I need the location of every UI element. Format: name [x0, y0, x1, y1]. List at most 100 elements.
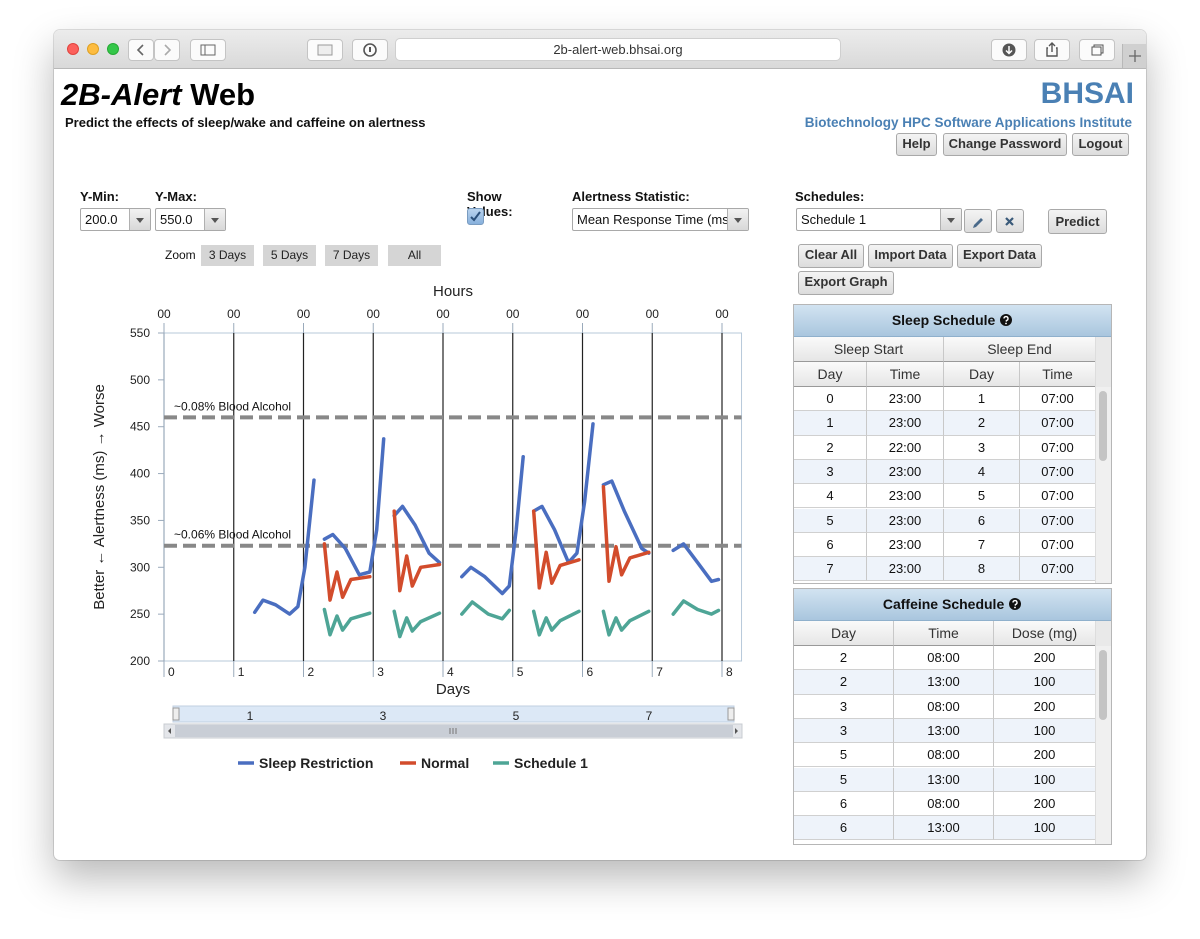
show-values-checkbox[interactable]	[467, 208, 484, 225]
ymin-label: Y-Min:	[80, 189, 119, 204]
header-cell: Time	[894, 621, 994, 646]
table-cell: 07:00	[1020, 387, 1096, 412]
header-cell: Sleep Start	[794, 337, 944, 362]
privacy-icon	[363, 43, 377, 57]
pencil-icon	[973, 218, 983, 228]
navigator-label: 7	[646, 709, 653, 723]
table-cell: 13:00	[894, 718, 994, 744]
table-cell: 200	[994, 694, 1096, 719]
zoom-3-days[interactable]: 3 Days	[201, 245, 254, 266]
statistic-select[interactable]: Mean Response Time (ms	[572, 208, 749, 231]
table-cell: 23:00	[867, 484, 944, 509]
y-tick-label: 250	[130, 607, 150, 621]
x2-tick-label: 00	[576, 307, 590, 321]
ymin-value: 200.0	[85, 212, 118, 227]
x2-tick-label: 00	[227, 307, 241, 321]
clear-all-button[interactable]: Clear All	[798, 244, 864, 268]
zoom-5-days[interactable]: 5 Days	[263, 245, 316, 266]
y-tick-label: 200	[130, 654, 150, 668]
sleep-schedule-header: Sleep Schedule	[794, 305, 1111, 337]
import-data-button[interactable]: Import Data	[868, 244, 953, 268]
ymin-select[interactable]: 200.0	[80, 208, 151, 231]
download-icon	[1002, 43, 1016, 57]
table-cell: 2	[944, 411, 1020, 436]
x-tick-label: 7	[656, 665, 663, 679]
reference-label: ~0.06% Blood Alcohol	[174, 528, 291, 542]
series-line	[322, 484, 651, 602]
header-cell: Sleep End	[944, 337, 1096, 362]
table-cell: 6	[794, 816, 894, 841]
privacy-button[interactable]	[352, 39, 388, 61]
edit-schedule-button[interactable]	[964, 209, 992, 233]
help-button[interactable]: Help	[896, 133, 937, 156]
table-cell: 6	[944, 508, 1020, 533]
caffeine-schedule-title: Caffeine Schedule	[882, 596, 1005, 612]
navigator-handle	[172, 707, 180, 721]
org-name: BHSAI	[1040, 77, 1134, 110]
table-cell: 2	[794, 435, 867, 460]
check-icon	[470, 211, 481, 222]
x-tick-label: 0	[168, 665, 175, 679]
plus-icon	[1129, 50, 1141, 62]
zoom-7-days[interactable]: 7 Days	[325, 245, 378, 266]
y-axis-title: Better ← Alertness (ms) → Worse	[91, 384, 108, 610]
change-password-button[interactable]: Change Password	[943, 133, 1067, 156]
navigator-label: 3	[380, 709, 387, 723]
zoom-all[interactable]: All	[388, 245, 441, 266]
table-cell: 1	[944, 387, 1020, 412]
table-cell: 4	[944, 459, 1020, 485]
scrollbar-thumb	[175, 725, 733, 737]
export-graph-button[interactable]: Export Graph	[798, 271, 894, 295]
table-cell: 6	[794, 532, 867, 558]
predict-button[interactable]: Predict	[1048, 209, 1107, 234]
app-title-rest: Web	[190, 77, 256, 112]
tabs-button[interactable]	[1079, 39, 1115, 61]
table-cell: 13:00	[894, 767, 994, 792]
table-cell: 200	[994, 791, 1096, 817]
y-tick-label: 400	[130, 467, 150, 481]
help-icon[interactable]	[999, 313, 1013, 327]
table-cell: 5	[794, 743, 894, 768]
download-button[interactable]	[991, 39, 1027, 61]
ymax-select[interactable]: 550.0	[155, 208, 226, 231]
x2-tick-label: 00	[646, 307, 660, 321]
plot-area	[163, 332, 743, 662]
table-cell: 08:00	[894, 743, 994, 768]
help-icon[interactable]	[1008, 597, 1022, 611]
table-cell: 100	[994, 670, 1096, 695]
table-cell: 4	[794, 484, 867, 509]
export-data-button[interactable]: Export Data	[957, 244, 1042, 268]
table-cell: 200	[994, 646, 1096, 671]
table-cell: 3	[794, 459, 867, 485]
close-button[interactable]	[67, 43, 79, 55]
table-cell: 23:00	[867, 411, 944, 436]
address-bar[interactable]: 2b-alert-web.bhsai.org	[395, 38, 841, 61]
y-tick-label: 500	[130, 373, 150, 387]
y-tick-label: 450	[130, 420, 150, 434]
sidebar-button[interactable]	[190, 39, 226, 61]
table-cell: 7	[944, 532, 1020, 558]
app-title: 2B-Alert Web	[61, 77, 255, 113]
reader-button[interactable]	[307, 39, 343, 61]
back-button[interactable]	[128, 39, 154, 61]
forward-button[interactable]	[154, 39, 180, 61]
new-tab-button[interactable]	[1122, 44, 1146, 68]
y-tick-label: 350	[130, 513, 150, 527]
table-cell: 08:00	[894, 694, 994, 719]
delete-schedule-button[interactable]	[996, 209, 1024, 233]
header-cell: Time	[867, 362, 944, 387]
x2-tick-label: 00	[715, 307, 729, 321]
zoom-button[interactable]	[107, 43, 119, 55]
logout-button[interactable]: Logout	[1072, 133, 1129, 156]
schedule-select[interactable]: Schedule 1	[796, 208, 962, 231]
ymax-label: Y-Max:	[155, 189, 197, 204]
table-cell: 100	[994, 767, 1096, 792]
share-button[interactable]	[1034, 39, 1070, 61]
table-cell: 23:00	[867, 508, 944, 533]
table-cell: 23:00	[867, 557, 944, 582]
x-tick-label: 8	[726, 665, 733, 679]
scrollbar-grip	[449, 728, 457, 734]
sleep-schedule-table: Sleep Start Sleep End Day Time Day Time 0 23:00…	[794, 337, 1111, 583]
minimize-button[interactable]	[87, 43, 99, 55]
table-cell: 13:00	[894, 670, 994, 695]
